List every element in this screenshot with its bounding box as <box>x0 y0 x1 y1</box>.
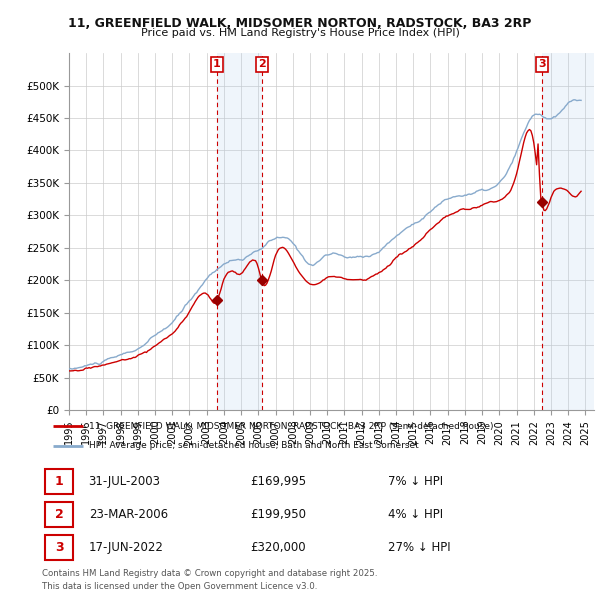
Text: 23-MAR-2006: 23-MAR-2006 <box>89 508 168 522</box>
Text: This data is licensed under the Open Government Licence v3.0.: This data is licensed under the Open Gov… <box>42 582 317 590</box>
Text: 2: 2 <box>259 60 266 70</box>
FancyBboxPatch shape <box>45 470 73 494</box>
Text: HPI: Average price, semi-detached house, Bath and North East Somerset: HPI: Average price, semi-detached house,… <box>89 441 418 450</box>
Text: 3: 3 <box>55 541 64 555</box>
Bar <box>542 53 594 410</box>
Text: £199,950: £199,950 <box>251 508 307 522</box>
Text: 1: 1 <box>55 475 64 489</box>
Text: £169,995: £169,995 <box>251 475 307 489</box>
Text: 7% ↓ HPI: 7% ↓ HPI <box>388 475 443 489</box>
FancyBboxPatch shape <box>45 503 73 527</box>
Text: 17-JUN-2022: 17-JUN-2022 <box>89 541 164 555</box>
Text: £320,000: £320,000 <box>251 541 306 555</box>
Text: Contains HM Land Registry data © Crown copyright and database right 2025.: Contains HM Land Registry data © Crown c… <box>42 569 377 578</box>
Text: 4% ↓ HPI: 4% ↓ HPI <box>388 508 443 522</box>
FancyBboxPatch shape <box>45 536 73 560</box>
Text: 31-JUL-2003: 31-JUL-2003 <box>89 475 161 489</box>
Text: 11, GREENFIELD WALK, MIDSOMER NORTON, RADSTOCK, BA3 2RP: 11, GREENFIELD WALK, MIDSOMER NORTON, RA… <box>68 17 532 30</box>
Text: 11, GREENFIELD WALK, MIDSOMER NORTON, RADSTOCK, BA3 2RP (semi-detached house): 11, GREENFIELD WALK, MIDSOMER NORTON, RA… <box>89 422 493 431</box>
Text: Price paid vs. HM Land Registry's House Price Index (HPI): Price paid vs. HM Land Registry's House … <box>140 28 460 38</box>
Text: 2: 2 <box>55 508 64 522</box>
Text: 1: 1 <box>213 60 221 70</box>
Text: 27% ↓ HPI: 27% ↓ HPI <box>388 541 451 555</box>
Bar <box>217 53 262 410</box>
Text: 3: 3 <box>538 60 545 70</box>
